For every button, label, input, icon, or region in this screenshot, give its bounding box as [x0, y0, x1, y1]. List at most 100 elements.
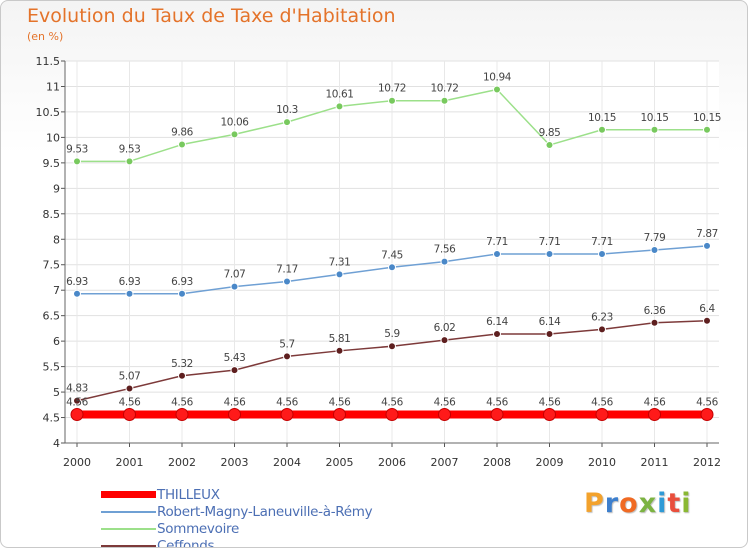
tick-label-x: 2002: [168, 456, 196, 469]
data-label-0: 4.56: [224, 396, 246, 408]
series-point-2: [493, 85, 501, 94]
chart-subtitle: (en %): [27, 30, 64, 43]
series-point-0: [648, 407, 661, 421]
logo-letter: x: [638, 488, 658, 519]
data-label-2: 10.72: [378, 83, 406, 95]
tick-label-y: 10.5: [36, 106, 61, 119]
series-point-3: [283, 352, 291, 361]
series-point-1: [230, 282, 239, 291]
data-label-2: 10.15: [640, 112, 668, 124]
data-label-3: 6.36: [644, 305, 666, 317]
data-label-1: 7.71: [591, 236, 613, 248]
tick-label-x: 2005: [326, 456, 354, 469]
series-point-3: [650, 318, 659, 327]
tick-label-y: 6: [53, 335, 60, 348]
series-point-3: [230, 366, 239, 375]
data-label-0: 4.56: [696, 396, 718, 408]
data-label-0: 4.56: [434, 396, 456, 408]
data-label-0: 4.56: [591, 396, 613, 408]
series-point-2: [125, 157, 134, 166]
tick-label-x: 2011: [641, 456, 669, 469]
series-point-3: [388, 342, 396, 351]
data-label-0: 4.56: [329, 396, 351, 408]
tick-label-y: 5.5: [43, 361, 61, 374]
series-point-3: [493, 330, 501, 339]
tick-label-x: 2004: [273, 456, 301, 469]
legend-label-sommevoire: Sommevoire: [157, 521, 239, 537]
data-label-2: 10.15: [588, 112, 616, 124]
data-label-1: 7.07: [224, 269, 246, 281]
data-label-0: 4.56: [66, 396, 88, 408]
data-label-1: 7.71: [539, 236, 561, 248]
logo-letter: r: [604, 488, 620, 519]
tick-label-x: 2008: [483, 456, 511, 469]
data-label-1: 7.79: [644, 232, 666, 244]
tick-label-y: 11: [46, 80, 60, 93]
tick-label-x: 2007: [431, 456, 459, 469]
series-point-2: [335, 102, 344, 111]
series-point-3: [440, 336, 449, 345]
data-label-1: 7.56: [434, 244, 456, 256]
data-label-1: 6.93: [119, 276, 141, 288]
tick-label-y: 5: [53, 386, 60, 399]
series-point-0: [595, 407, 609, 421]
data-label-0: 4.56: [171, 396, 193, 408]
data-label-3: 5.32: [171, 358, 193, 370]
data-label-0: 4.56: [381, 396, 403, 408]
chart-title: Evolution du Taux de Taxe d'Habitation: [27, 5, 396, 27]
tick-label-y: 9.5: [43, 157, 61, 170]
tick-label-y: 7.5: [43, 259, 61, 272]
logo-letter: i: [681, 488, 692, 519]
tick-label-x: 2012: [693, 456, 721, 469]
data-label-2: 10.3: [276, 104, 298, 116]
data-label-1: 7.45: [381, 249, 403, 261]
series-point-1: [440, 257, 449, 266]
data-label-0: 4.56: [486, 396, 508, 408]
series-point-1: [335, 270, 344, 279]
legend-swatch-thilleux: [101, 491, 156, 498]
legend-swatch-sommevoire: [101, 528, 156, 530]
series-point-0: [70, 407, 84, 421]
data-label-3: 6.4: [699, 303, 715, 315]
series-point-2: [650, 125, 659, 134]
series-point-1: [388, 263, 396, 272]
series-point-1: [493, 250, 501, 259]
series-point-0: [700, 407, 714, 421]
series-point-2: [598, 125, 606, 134]
series-point-3: [598, 325, 606, 334]
series-point-0: [175, 407, 189, 421]
series-point-0: [280, 407, 294, 421]
data-label-1: 6.93: [66, 276, 88, 288]
logo-letter: t: [667, 488, 682, 519]
data-label-3: 6.14: [486, 316, 508, 328]
series-point-3: [335, 346, 344, 355]
series-point-3: [73, 396, 81, 405]
logo-letter: i: [657, 488, 668, 519]
data-label-0: 4.56: [644, 396, 666, 408]
series-point-2: [388, 96, 396, 105]
series-point-0: [228, 407, 241, 421]
tick-label-y: 8: [53, 233, 60, 246]
data-label-1: 7.17: [276, 264, 298, 276]
series-point-2: [230, 130, 239, 139]
data-label-0: 4.56: [119, 396, 141, 408]
data-label-3: 6.23: [591, 311, 613, 323]
data-label-3: 5.07: [119, 371, 141, 383]
data-label-3: 4.83: [66, 383, 88, 395]
series-point-2: [703, 125, 711, 134]
data-label-1: 7.71: [486, 236, 508, 248]
tick-label-x: 2009: [536, 456, 564, 469]
logo-letter: P: [584, 488, 605, 519]
data-label-2: 9.53: [119, 143, 141, 155]
data-label-3: 6.14: [539, 316, 561, 328]
series-point-0: [543, 407, 556, 421]
series-point-0: [385, 407, 399, 421]
tick-label-y: 4.5: [43, 412, 61, 425]
series-point-2: [283, 118, 291, 127]
series-point-1: [545, 250, 554, 259]
legend-label-thilleux: THILLEUX: [157, 487, 220, 503]
legend-swatch-ceffonds: [101, 545, 156, 547]
series-point-3: [125, 384, 134, 393]
data-label-2: 10.06: [220, 116, 249, 128]
